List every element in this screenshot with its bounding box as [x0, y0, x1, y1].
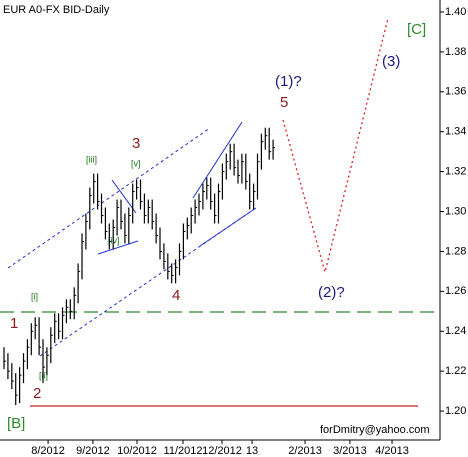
- triangle-line: [111, 179, 137, 214]
- y-tick-label: 1.28: [445, 245, 466, 257]
- y-tick-label: 1.30: [445, 205, 466, 217]
- wave-label: [B]: [7, 415, 25, 432]
- footer: forDmitry@yahoo.com: [320, 424, 430, 436]
- x-tick-label: 9/2012: [76, 445, 110, 457]
- chart-title: EUR A0-FX BID-Daily: [3, 4, 110, 16]
- wave-label: (3): [382, 53, 400, 70]
- y-tick-label: 1.20: [445, 405, 466, 417]
- triangle-line: [192, 121, 243, 199]
- x-tick-label: 4/2013: [375, 445, 409, 457]
- x-tick-label: 12/2012: [202, 445, 242, 457]
- y-tick-label: 1.36: [445, 86, 466, 98]
- x-tick-label: 3/2013: [333, 445, 367, 457]
- wave-label: 1: [10, 315, 18, 332]
- wave-label: (1)?: [275, 73, 302, 90]
- y-tick-label: 1.32: [445, 166, 466, 178]
- triangle-line: [199, 207, 257, 247]
- wave-label: 3: [132, 135, 140, 152]
- y-tick-label: 1.34: [445, 126, 466, 138]
- y-tick-label: 1.38: [445, 46, 466, 58]
- channel-line: [7, 127, 211, 269]
- x-tick-label: 2/2013: [288, 445, 322, 457]
- y-tick-label: 1.26: [445, 285, 466, 297]
- x-tick-label: 13: [246, 445, 258, 457]
- triangle-line: [97, 240, 139, 255]
- wave-label: [v]: [131, 158, 141, 168]
- x-tick-label: 11/2012: [164, 445, 203, 457]
- wave-label: [i]: [31, 291, 38, 301]
- x-tick-label: 10/2012: [117, 445, 157, 457]
- wave-label: [iii]: [86, 154, 97, 164]
- wave-label: 5: [280, 94, 288, 111]
- y-tick-label: 1.22: [445, 365, 466, 377]
- wave-label: (2)?: [318, 284, 345, 301]
- wave-label: 4: [172, 287, 180, 304]
- y-tick-label: 1.24: [445, 325, 466, 337]
- wave-label: 2: [33, 385, 41, 402]
- y-tick-label: 1.40: [445, 6, 466, 18]
- wave-label: [C]: [407, 21, 426, 38]
- x-tick-label: 8/2012: [31, 445, 65, 457]
